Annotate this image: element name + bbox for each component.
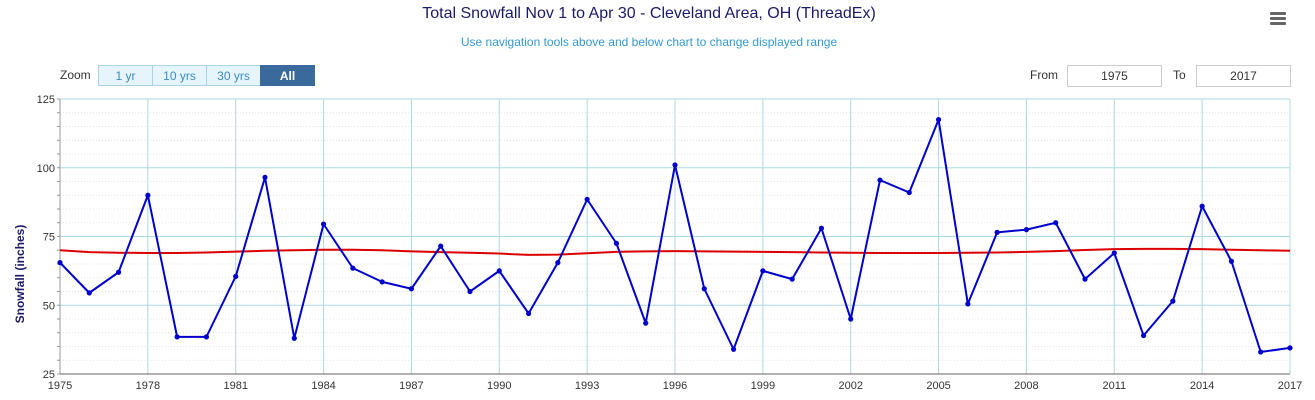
data-point[interactable] xyxy=(935,117,942,123)
x-tick-label: 2011 xyxy=(1102,380,1126,392)
data-point[interactable] xyxy=(1287,345,1293,351)
y-tick-label: 125 xyxy=(37,94,55,106)
x-tick-label: 1993 xyxy=(575,380,599,392)
data-point[interactable] xyxy=(350,265,356,271)
from-input[interactable]: 1975 xyxy=(1067,65,1162,87)
data-point[interactable] xyxy=(994,229,1000,235)
data-point[interactable] xyxy=(760,268,766,274)
zoom-label: Zoom xyxy=(60,68,91,82)
from-label: From xyxy=(1030,68,1058,82)
x-tick-label: 1978 xyxy=(136,380,160,392)
x-tick-label: 1981 xyxy=(223,380,247,392)
y-tick-label: 25 xyxy=(43,369,55,381)
zoom-all-button[interactable]: All xyxy=(260,65,315,86)
major-gridlines xyxy=(59,98,1291,375)
x-tick-label: 1996 xyxy=(663,380,687,392)
zoom-1yr-button[interactable]: 1 yr xyxy=(98,65,153,86)
data-point[interactable] xyxy=(672,162,678,168)
x-tick-label: 2008 xyxy=(1014,380,1038,392)
y-tick-label: 100 xyxy=(37,163,55,175)
chart-title: Total Snowfall Nov 1 to Apr 30 - Clevela… xyxy=(422,5,876,22)
data-point[interactable] xyxy=(789,276,795,282)
data-point[interactable] xyxy=(1082,276,1088,282)
y-tick-label: 50 xyxy=(43,300,55,312)
data-point[interactable] xyxy=(291,335,297,341)
series-layer xyxy=(57,117,1293,355)
data-point[interactable] xyxy=(965,301,971,307)
hamburger-menu-icon[interactable] xyxy=(1270,12,1286,26)
axes xyxy=(57,98,1290,375)
data-point[interactable] xyxy=(203,334,210,340)
data-point[interactable] xyxy=(233,273,239,279)
x-tick-label: 2005 xyxy=(926,380,950,392)
x-tick-label: 1975 xyxy=(48,380,72,392)
snowfall-chart: 25 50 75 100 125 1975 1978 1981 1984 1987 1990 1993… xyxy=(13,94,1303,392)
x-tick-label: 2014 xyxy=(1190,380,1214,392)
data-point[interactable] xyxy=(555,260,561,266)
data-point[interactable] xyxy=(1228,258,1235,264)
x-tick-label: 1990 xyxy=(487,380,511,392)
data-point[interactable] xyxy=(818,225,825,231)
chart-subtitle: Use navigation tools above and below cha… xyxy=(460,35,838,49)
data-point[interactable] xyxy=(115,269,122,275)
data-point[interactable] xyxy=(613,240,620,246)
to-input[interactable]: 2017 xyxy=(1196,65,1291,87)
data-point[interactable] xyxy=(1140,332,1147,339)
trend-line xyxy=(59,247,1291,256)
data-point[interactable] xyxy=(643,320,649,326)
data-point[interactable] xyxy=(467,288,473,295)
zoom-30yrs-button[interactable]: 30 yrs xyxy=(206,65,261,86)
data-point[interactable] xyxy=(906,189,912,196)
data-point[interactable] xyxy=(1258,349,1264,355)
data-point[interactable] xyxy=(379,279,385,285)
data-point[interactable] xyxy=(1170,298,1176,304)
data-point[interactable] xyxy=(584,196,590,202)
data-point[interactable] xyxy=(848,316,854,322)
data-point[interactable] xyxy=(496,268,502,274)
x-tick-label: 1984 xyxy=(311,380,335,392)
to-label: To xyxy=(1173,68,1186,82)
y-tick-label: 75 xyxy=(43,232,55,244)
data-point[interactable] xyxy=(730,346,737,352)
data-point[interactable] xyxy=(1111,250,1117,256)
data-point[interactable] xyxy=(1053,220,1059,226)
x-tick-label: 1987 xyxy=(399,380,423,392)
x-tick-label: 2017 xyxy=(1278,380,1302,392)
data-point[interactable] xyxy=(262,174,268,180)
data-point[interactable] xyxy=(525,310,532,317)
data-point[interactable] xyxy=(701,286,707,292)
x-tick-label: 2002 xyxy=(838,380,862,392)
data-point[interactable] xyxy=(86,290,92,296)
data-point[interactable] xyxy=(1023,227,1030,233)
zoom-10yrs-button[interactable]: 10 yrs xyxy=(152,65,207,86)
data-point[interactable] xyxy=(408,286,415,292)
tick-labels: 25 50 75 100 125 1975 1978 1981 1984 1987 1990 1993… xyxy=(37,94,1303,392)
data-point[interactable] xyxy=(174,334,180,340)
data-point[interactable] xyxy=(57,260,63,266)
data-point[interactable] xyxy=(145,192,151,198)
data-point[interactable] xyxy=(1199,203,1205,209)
y-axis-label: Snowfall (inches) xyxy=(13,225,27,324)
data-point[interactable] xyxy=(877,177,883,183)
data-point[interactable] xyxy=(320,221,327,227)
x-tick-label: 1999 xyxy=(751,380,775,392)
data-point[interactable] xyxy=(438,243,444,249)
